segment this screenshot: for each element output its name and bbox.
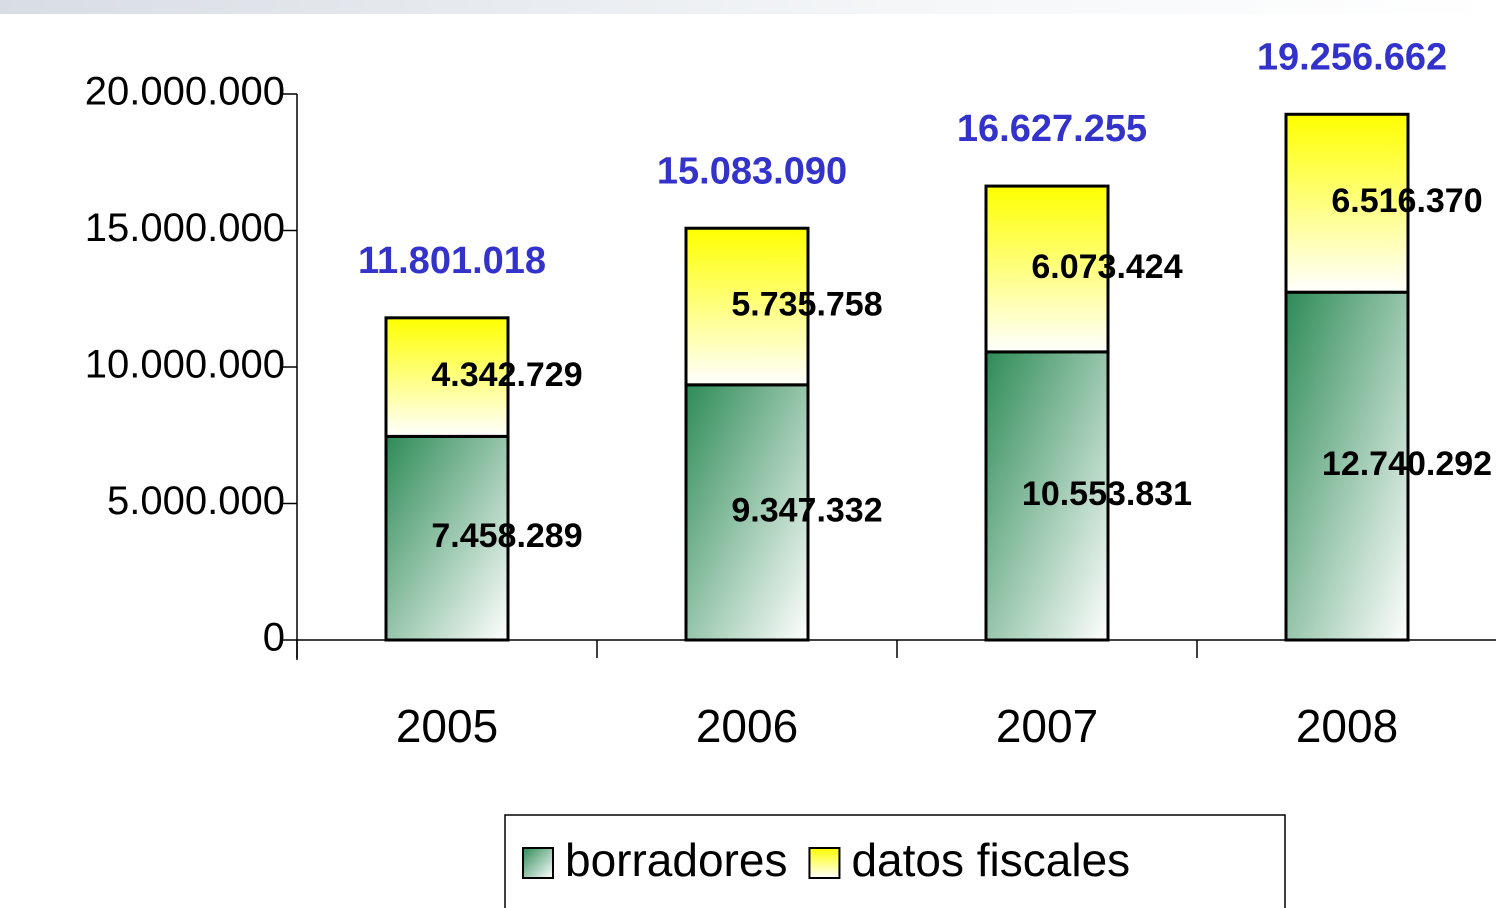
data-label: 10.553.831 <box>1022 475 1192 513</box>
x-tick-label: 2006 <box>696 700 798 752</box>
legend-swatch <box>808 847 841 879</box>
y-tick-label: 20.000.000 <box>85 70 285 114</box>
data-label: 5.735.758 <box>731 286 882 324</box>
data-label: 6.516.370 <box>1331 182 1482 220</box>
data-label: 7.458.289 <box>431 517 582 555</box>
total-label: 19.256.662 <box>1257 36 1447 78</box>
y-tick-label: 0 <box>263 616 285 660</box>
x-tick-label: 2007 <box>996 700 1098 752</box>
bar-segment <box>684 226 810 387</box>
x-tick-label: 2005 <box>396 700 498 752</box>
x-tick-label: 2008 <box>1296 700 1398 752</box>
legend-label: borradores <box>565 834 787 886</box>
total-label: 15.083.090 <box>657 150 847 192</box>
bar-segment <box>684 383 810 642</box>
data-label: 9.347.332 <box>731 491 882 529</box>
bar-segment <box>384 316 510 438</box>
legend-box <box>504 814 1286 908</box>
legend-label: datos fiscales <box>851 834 1130 886</box>
bar-segment <box>384 434 510 642</box>
data-label: 6.073.424 <box>1031 248 1182 286</box>
y-tick-label: 15.000.000 <box>85 206 285 250</box>
bar-segment <box>984 350 1110 642</box>
total-label: 11.801.018 <box>358 240 546 282</box>
bar-segment <box>1284 112 1410 294</box>
total-label: 16.627.255 <box>957 108 1147 150</box>
y-tick-label: 5.000.000 <box>107 479 285 523</box>
data-label: 12.740.292 <box>1322 445 1492 483</box>
bar-segment <box>984 184 1110 354</box>
data-label: 4.342.729 <box>431 356 582 394</box>
y-tick-label: 10.000.000 <box>85 343 285 387</box>
header-band <box>0 0 1496 14</box>
legend-swatch <box>522 847 554 879</box>
